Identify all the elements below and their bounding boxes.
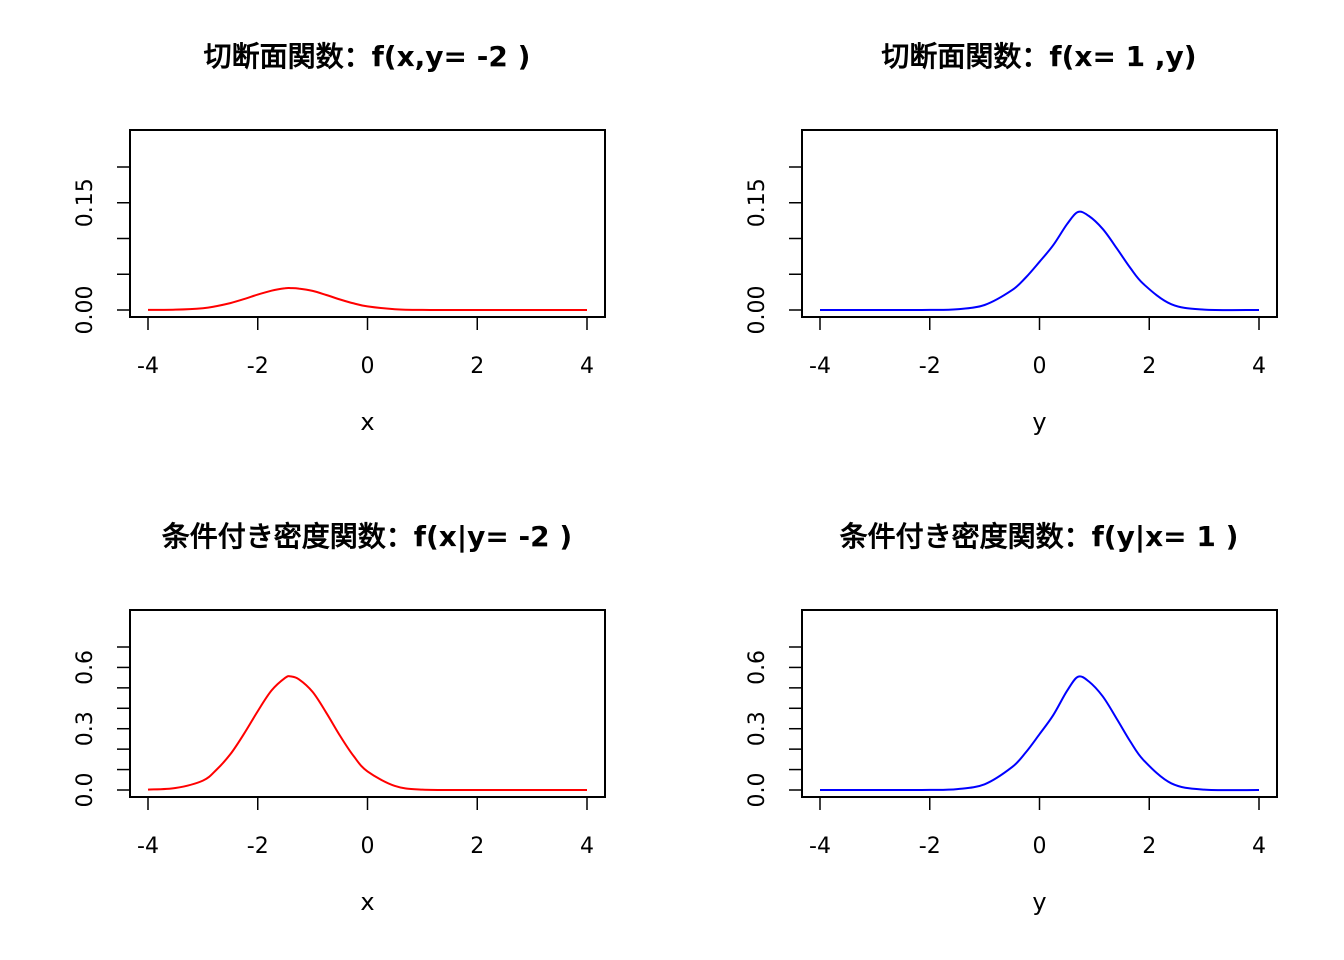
- x-tick-label: 0: [361, 834, 375, 859]
- y-tick-label: 0.0: [73, 773, 98, 808]
- x-axis-label: x: [360, 408, 374, 436]
- series-line: [147, 287, 587, 312]
- plot-frame: [129, 129, 606, 318]
- series-line: [147, 675, 587, 792]
- x-tick-label: 2: [470, 834, 484, 859]
- x-tick-label: 4: [1252, 354, 1266, 379]
- x-tick-label: 2: [1142, 354, 1156, 379]
- x-tick-label: 0: [1033, 354, 1047, 379]
- x-axis-label: y: [1032, 888, 1046, 916]
- y-tick-label: 0.6: [73, 650, 98, 685]
- x-tick-label: 2: [1142, 834, 1156, 859]
- chart-title: 条件付き密度関数：f(x|y= -2 ): [162, 520, 572, 553]
- y-tick-label: 0.15: [73, 178, 98, 227]
- y-tick-label: 0.0: [745, 773, 770, 808]
- y-tick-label: 0.15: [745, 178, 770, 227]
- y-tick-label: 0.3: [73, 711, 98, 746]
- x-tick-label: -2: [247, 834, 269, 859]
- x-tick-label: -4: [137, 354, 159, 379]
- chart-title: 条件付き密度関数：f(y|x= 1 ): [840, 520, 1239, 553]
- y-tick-label: 0.3: [745, 711, 770, 746]
- y-tick-label: 0.00: [73, 286, 98, 335]
- x-tick-label: 0: [361, 354, 375, 379]
- plot-frame: [801, 129, 1278, 318]
- y-tick-label: 0.00: [745, 286, 770, 335]
- series-line: [820, 210, 1260, 312]
- x-axis-label: x: [360, 888, 374, 916]
- x-tick-label: -2: [919, 834, 941, 859]
- plot-frame: [129, 609, 606, 798]
- x-tick-label: 2: [470, 354, 484, 379]
- x-tick-label: -2: [919, 354, 941, 379]
- x-tick-label: 4: [580, 354, 594, 379]
- x-axis-label: y: [1032, 408, 1046, 436]
- chart-title: 切断面関数：f(x= 1 ,y): [881, 40, 1196, 73]
- x-tick-label: -4: [809, 834, 831, 859]
- x-tick-label: -4: [137, 834, 159, 859]
- y-tick-label: 0.6: [745, 650, 770, 685]
- plot-frame: [801, 609, 1278, 798]
- chart-title: 切断面関数：f(x,y= -2 ): [204, 40, 531, 73]
- series-line: [819, 675, 1260, 792]
- x-tick-label: 4: [1252, 834, 1266, 859]
- x-tick-label: -2: [247, 354, 269, 379]
- x-tick-label: -4: [809, 354, 831, 379]
- x-tick-label: 0: [1033, 834, 1047, 859]
- x-tick-label: 4: [580, 834, 594, 859]
